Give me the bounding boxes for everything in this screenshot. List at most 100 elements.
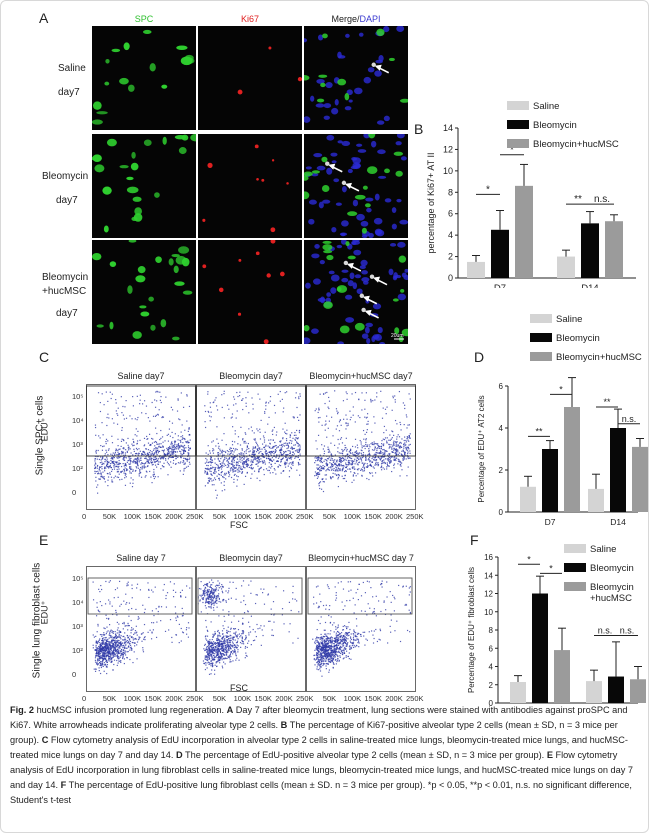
legend-swatch	[564, 582, 586, 591]
chart-f: 0 2 4 6 8 10 12 14 16 Percentage of EDU⁺ fibrobla…	[468, 553, 646, 710]
flow-x-tick: 200K	[275, 512, 293, 521]
flow-x-tick: 150K	[254, 512, 272, 521]
panel-f-letter: F	[470, 532, 479, 548]
y-tick-label: 10	[443, 166, 453, 176]
flow-x-tick: 0	[82, 512, 87, 521]
flow-plot-1	[86, 384, 196, 510]
flow-x-tick: 200K	[385, 512, 403, 521]
bar-F-bleomycin-d7	[532, 593, 548, 703]
legend-swatch	[507, 139, 529, 148]
edu-gate	[87, 577, 193, 615]
column-header-ki67: Ki67	[240, 14, 259, 24]
y-tick-label: 6	[499, 382, 504, 391]
flow-plot-title-3: Bleomycin+hucMSC day 7	[308, 553, 414, 563]
flow-x-tick: 150K	[254, 694, 272, 703]
significance-label: n.s.	[620, 625, 635, 635]
y-tick-label: 0	[489, 699, 494, 708]
flow-x-tick: 250K	[186, 694, 204, 703]
flow-x-tick: 250K	[406, 694, 424, 703]
flow-x-tick: 100K	[343, 512, 362, 521]
flow-x-tick: 100K	[233, 512, 252, 521]
x-category-label: D7	[535, 708, 546, 710]
bar-F-saline-d7	[510, 682, 526, 703]
legend-label: +hucMSC	[590, 593, 632, 604]
bar-B-bleomycin-hucmsc-d14	[605, 221, 623, 278]
y-tick-label: 0	[499, 508, 504, 517]
caption-fig-label: Fig. 2	[10, 705, 34, 715]
bar-B-bleomycin-hucmsc-d7	[515, 185, 533, 278]
edu-gate	[197, 577, 303, 615]
flow-x-tick: 50K	[212, 694, 227, 703]
micrograph-r1-c2	[198, 26, 302, 130]
caption-d: The percentage of EdU-positive alveolar …	[185, 750, 545, 760]
flow-plot-title-1: Saline day7	[117, 371, 165, 381]
legend-label: Bleomycin	[556, 333, 600, 344]
significance-label: **	[535, 426, 543, 436]
legend-label: Bleomycin	[590, 563, 634, 574]
bar-D-saline-d14	[588, 488, 604, 512]
y-axis-label: percentage of Ki67+ AT II	[426, 153, 436, 254]
y-tick-label: 6	[489, 644, 494, 653]
scale-bar-label: 20um	[391, 333, 404, 339]
panel-c-edu-label: EDU⁺	[39, 417, 50, 442]
flow-y-tick: 10³	[72, 622, 83, 631]
legend-swatch	[530, 333, 552, 342]
white-arrowhead	[341, 180, 360, 192]
legend-label: Saline	[590, 544, 616, 555]
flow-x-tick: 150K	[144, 694, 162, 703]
merge-label: Merge/	[331, 14, 360, 24]
significance-label: *	[559, 384, 563, 394]
y-tick-label: 12	[484, 590, 493, 599]
flow-x-tick: 50K	[322, 512, 337, 521]
flow-y-tick: 10⁴	[72, 598, 84, 607]
x-category-label: D14	[610, 517, 626, 527]
y-tick-label: 4	[499, 424, 504, 433]
legend-swatch	[530, 352, 552, 361]
flow-y-tick: 10⁵	[72, 392, 84, 401]
white-arrowhead	[343, 260, 362, 272]
y-tick-label: 2	[489, 681, 494, 690]
bar-F-bleomycin-hucmsc-d7	[554, 650, 570, 703]
caption-c: Flow cytometry analysis of EdU incorpora…	[10, 735, 628, 760]
flow-x-tick: 50K	[102, 694, 117, 703]
edu-gate	[86, 385, 196, 457]
y-axis-label: Percentage of EDU⁺ fibroblast cells	[468, 567, 476, 693]
x-category-label: D14	[581, 283, 598, 288]
flow-x-tick: 150K	[364, 512, 382, 521]
edu-gate	[196, 385, 306, 457]
micrograph-r2-c1	[92, 134, 196, 238]
bar-B-saline-d7	[467, 261, 485, 278]
bar-D-bleomycin-hucmsc-d14	[632, 446, 648, 512]
bar-D-saline-d7	[520, 486, 536, 512]
significance-label: *	[486, 184, 490, 195]
y-tick-label: 12	[443, 144, 453, 154]
legend-swatch	[564, 563, 586, 572]
significance-label: *	[549, 563, 553, 573]
y-tick-label: 16	[484, 553, 493, 562]
flow-x-tick: 250K	[186, 512, 204, 521]
panel-c-letter: C	[39, 349, 50, 365]
x-category-label: D14	[608, 708, 624, 710]
white-arrowhead	[369, 274, 388, 286]
legend-label: Bleomycin	[590, 582, 634, 593]
bar-F-bleomycin-hucmsc-d14	[630, 679, 646, 703]
legend-label: Saline	[556, 314, 582, 325]
bar-D-bleomycin-d14	[610, 428, 626, 512]
panel-e-letter: E	[39, 532, 49, 548]
panel-c-xlabel: FSC	[230, 520, 248, 530]
flow-x-tick: 50K	[212, 512, 227, 521]
white-arrowhead	[325, 161, 343, 173]
flow-plot-3	[306, 384, 416, 510]
y-tick-label: 14	[484, 571, 493, 580]
flow-plot-2	[196, 566, 306, 692]
row-label-saline: Saline day7	[58, 63, 86, 98]
flow-y-tick: 0	[72, 488, 77, 497]
flow-x-tick: 100K	[233, 694, 252, 703]
flow-x-tick: 200K	[275, 694, 293, 703]
panel-a-letter: A	[39, 10, 49, 26]
column-header-merge: Merge/DAPI	[304, 14, 408, 24]
flow-y-tick: 0	[72, 670, 77, 679]
flow-y-tick: 10³	[72, 440, 83, 449]
dapi-label: DAPI	[359, 14, 381, 24]
